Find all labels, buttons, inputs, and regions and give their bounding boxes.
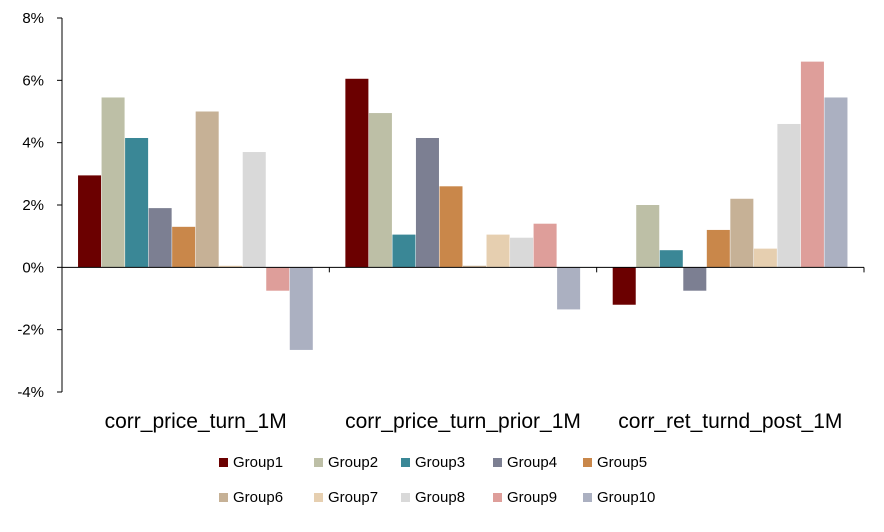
bar-group6	[195, 111, 219, 268]
bar-group6	[463, 265, 487, 268]
legend-swatch	[314, 493, 323, 502]
bar-group1	[78, 175, 102, 268]
bar-group8	[777, 123, 801, 268]
bar-group8	[510, 237, 534, 268]
bar-group6	[730, 198, 754, 268]
y-tick-label: 6%	[22, 72, 44, 89]
legend-label: Group5	[597, 454, 647, 471]
category-label: corr_ret_turnd_post_1M	[618, 410, 842, 433]
bar-group7	[486, 234, 510, 268]
bar-group9	[266, 267, 290, 291]
bars-layer	[78, 61, 848, 350]
legend-swatch	[583, 493, 592, 502]
y-tick-label: 0%	[22, 259, 44, 276]
bar-group3	[392, 234, 416, 268]
bar-group5	[706, 229, 730, 268]
legend-label: Group8	[415, 489, 465, 506]
x-ticks-layer	[61, 267, 865, 273]
legend-label: Group7	[328, 489, 378, 506]
legend-swatch	[493, 493, 502, 502]
bar-group10	[289, 267, 313, 350]
legend-label: Group10	[597, 489, 655, 506]
bar-group1	[345, 78, 369, 268]
legend-swatch	[219, 493, 228, 502]
bar-group4	[683, 267, 707, 291]
bar-group5	[172, 226, 196, 268]
legend-swatch	[314, 458, 323, 467]
bar-group4	[148, 208, 172, 268]
bar-group2	[636, 205, 660, 268]
y-tick-label: 8%	[22, 10, 44, 27]
legend-swatch	[583, 458, 592, 467]
legend-label: Group3	[415, 454, 465, 471]
bar-group1	[612, 267, 636, 305]
legend-label: Group9	[507, 489, 557, 506]
legend-label: Group4	[507, 454, 557, 471]
legend-swatch	[493, 458, 502, 467]
bar-group10	[557, 267, 581, 310]
bar-group7	[753, 248, 777, 268]
y-tick-label: -2%	[17, 322, 44, 339]
y-tick-label: 2%	[22, 197, 44, 214]
bar-group10	[824, 97, 848, 268]
bar-group2	[368, 113, 392, 268]
bar-group3	[659, 250, 683, 268]
bar-group7	[219, 265, 243, 268]
y-tick-label: -4%	[17, 384, 44, 401]
legend-swatch	[219, 458, 228, 467]
bar-group9	[533, 223, 557, 268]
category-label: corr_price_turn_prior_1M	[345, 410, 581, 433]
y-ticks-layer: -4% -2% 0% 2% 4% 6% 8%	[17, 10, 62, 401]
legend-swatch	[401, 458, 410, 467]
category-label: corr_price_turn_1M	[105, 410, 287, 433]
y-tick-label: 4%	[22, 135, 44, 152]
bar-group3	[125, 137, 149, 268]
legend-label: Group2	[328, 454, 378, 471]
legend-label: Group1	[233, 454, 283, 471]
legend: Group1 Group2 Group3 Group4 Group5 Group6 Grou…	[219, 454, 655, 506]
bar-group5	[439, 186, 463, 268]
legend-swatch	[401, 493, 410, 502]
bar-group2	[101, 97, 125, 268]
bar-group4	[415, 137, 439, 268]
bar-group8	[242, 152, 266, 268]
legend-label: Group6	[233, 489, 283, 506]
bar-group9	[800, 61, 824, 268]
category-labels: corr_price_turn_1M corr_price_turn_prior_…	[105, 410, 843, 433]
